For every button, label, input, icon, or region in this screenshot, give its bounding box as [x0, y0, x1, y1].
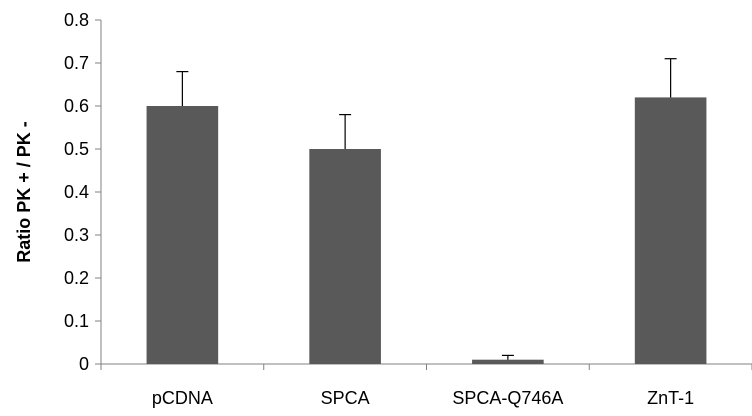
y-tick-label: 0.6 — [64, 96, 89, 116]
x-axis: pCDNA SPCA SPCA-Q746A ZnT-1 — [100, 363, 752, 408]
x-tick-label: pCDNA — [152, 388, 213, 408]
bars — [146, 58, 707, 365]
y-tick-label: 0.1 — [64, 311, 89, 331]
y-tick-label: 0.2 — [64, 268, 89, 288]
y-axis: 0 0.1 0.2 0.3 0.4 0.5 0.6 0.7 0.8 — [64, 10, 102, 374]
y-tick-label: 0.8 — [64, 10, 89, 30]
x-tick-label: SPCA-Q746A — [452, 388, 563, 408]
y-tick-label: 0 — [79, 354, 89, 374]
bar-spca — [309, 149, 381, 364]
y-tick-label: 0.7 — [64, 53, 89, 73]
x-tick-label: ZnT-1 — [647, 388, 694, 408]
y-tick-label: 0.5 — [64, 139, 89, 159]
y-axis-title: Ratio PK + / PK - — [14, 121, 34, 263]
bar-znt-1 — [634, 97, 707, 365]
y-tick-label: 0.3 — [64, 225, 89, 245]
bar-pcdna — [146, 106, 219, 364]
y-tick-label: 0.4 — [64, 182, 89, 202]
bar-spca-q746a — [472, 359, 544, 364]
x-tick-label: SPCA — [321, 388, 370, 408]
